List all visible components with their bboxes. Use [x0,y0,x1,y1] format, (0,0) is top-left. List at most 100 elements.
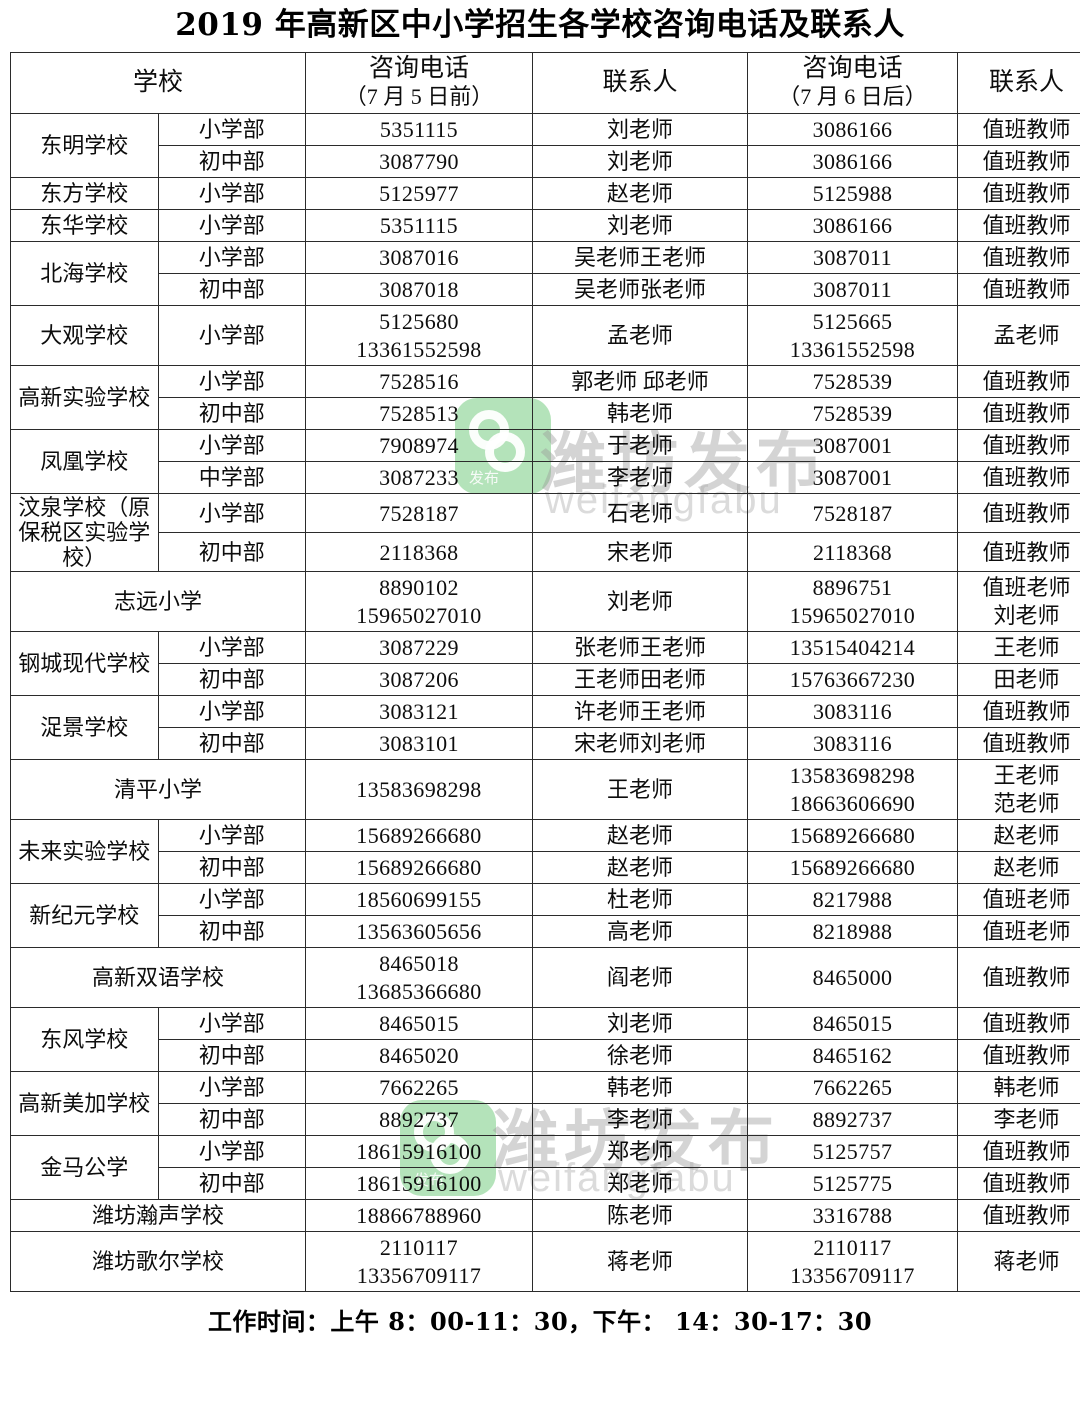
phone-before-cell: 8890102 15965027010 [305,571,533,632]
school-section-cell: 小学部 [157,493,306,533]
col-header-phone-after-sub: （7 月 6 日后） [778,84,927,109]
phone-before-cell: 3087018 [305,273,533,306]
school-name-cell: 未来实验学校 [10,819,159,884]
phone-after-cell: 3086166 [747,209,958,242]
contact-after-cell: 值班教师 [957,1199,1080,1232]
contact-after-cell: 值班教师 [957,113,1080,146]
table-row: 初中部 13563605656 高老师 8218988 值班老师 [11,915,1080,948]
school-section-cell: 初中部 [157,851,306,884]
phone-after-cell: 8896751 15965027010 [747,571,958,632]
contact-before-cell: 于老师 [532,429,748,462]
contact-after-cell: 赵老师 [957,819,1080,852]
school-name-cell: 高新双语学校 [10,947,306,1008]
school-section-cell: 初中部 [157,1039,306,1072]
cell-line: 15965027010 [789,602,916,628]
phone-before-cell: 7528513 [305,397,533,430]
phone-after-cell: 8218988 [747,915,958,948]
phone-after-cell: 15763667230 [747,663,958,696]
cell-line: 13356709117 [790,1262,915,1288]
school-name-cell: 东华学校 [10,209,159,242]
school-section-cell: 小学部 [157,305,306,366]
phone-before-cell: 7528187 [305,493,533,533]
contact-before-cell: 李老师 [532,461,748,494]
phone-before-cell: 5125680 13361552598 [305,305,533,366]
table-row: 初中部 7528513 韩老师 7528539 值班教师 [11,397,1080,430]
table-row: 浞景学校 小学部 3083121 许老师王老师 3083116 值班教师 [10,695,1080,760]
contact-before-cell: 郭老师 邱老师 [532,365,748,398]
school-section-cell: 小学部 [157,429,306,462]
table-row: 汶泉学校（原保税区实验学校） 小学部 7528187 石老师 7528187 值班教师 [10,493,1080,572]
phone-before-cell: 2110117 13356709117 [305,1231,533,1292]
phone-before-cell: 15689266680 [305,819,533,852]
table-row: 初中部 3087790 刘老师 3086166 值班教师 [11,145,1080,178]
contact-after-cell: 值班教师 [957,947,1080,1008]
phone-after-cell: 13515404214 [747,631,958,664]
school-section-cell: 初中部 [157,915,306,948]
phone-before-cell: 2118368 [305,532,533,572]
phone-after-cell: 3087011 [747,241,958,274]
table-row: 高新双语学校 8465018 13685366680 阎老师 8465000 值班教师 [10,947,1080,1008]
school-name-cell: 大观学校 [10,305,159,366]
phone-before-cell: 7528516 [305,365,533,398]
contact-after-cell: 值班教师 [957,493,1080,533]
col-header-phone-after: 咨询电话 （7 月 6 日后） [747,52,958,114]
contact-after-cell: 值班教师 [957,273,1080,306]
school-name-cell: 高新美加学校 [10,1071,159,1136]
cell-line: 18663606690 [789,790,916,816]
table-row: 初中部 3083101 宋老师刘老师 3083116 值班教师 [11,727,1080,760]
schools-contact-table: 学校 咨询电话 （7 月 5 日前） 联系人 咨询电话 （7 月 6 日后） 联… [10,52,1080,1292]
contact-after-cell: 值班教师 [957,1007,1080,1040]
contact-after-cell: 值班教师 [957,241,1080,274]
contact-after-cell: 值班教师 [957,1039,1080,1072]
table-row: 志远小学 8890102 15965027010 刘老师 8896751 15965027… [10,571,1080,632]
cell-line: 15965027010 [356,602,482,628]
phone-before-cell: 7908974 [305,429,533,462]
contact-after-cell: 值班教师 [957,1135,1080,1168]
phone-before-cell: 8892737 [305,1103,533,1136]
contact-before-cell: 石老师 [532,493,748,533]
contact-after-cell: 值班教师 [957,727,1080,760]
school-name-cell: 清平小学 [10,759,306,820]
contact-after-cell: 值班教师 [957,209,1080,242]
table-row: 初中部 2118368 宋老师 2118368 值班教师 [11,532,1080,572]
contact-after-cell: 蒋老师 [957,1231,1080,1292]
contact-before-cell: 郑老师 [532,1167,748,1200]
phone-after-cell: 8217988 [747,883,958,916]
school-name-cell: 东方学校 [10,177,159,210]
school-name-cell: 东明学校 [10,113,159,178]
table-row: 东华学校 小学部 5351115 刘老师 3086166 值班教师 [10,209,1080,242]
contact-after-cell: 值班教师 [957,1167,1080,1200]
phone-after-cell: 2110117 13356709117 [747,1231,958,1292]
contact-before-cell: 李老师 [532,1103,748,1136]
page-title: 2019 年高新区中小学招生各学校咨询电话及联系人 [175,7,905,43]
phone-after-cell: 15689266680 [747,851,958,884]
phone-before-cell: 18560699155 [305,883,533,916]
school-section-cell: 小学部 [157,1007,306,1040]
school-name-cell: 浞景学校 [10,695,159,760]
cell-line: 13356709117 [356,1262,482,1288]
contact-before-cell: 宋老师 [532,532,748,572]
cell-line: 2110117 [379,1234,459,1260]
table-row: 高新实验学校 小学部 7528516 郭老师 邱老师 7528539 值班教师 [10,365,1080,430]
phone-after-cell: 15689266680 [747,819,958,852]
school-section-cell: 初中部 [157,1103,306,1136]
contact-before-cell: 杜老师 [532,883,748,916]
school-section-cell: 小学部 [157,209,306,242]
contact-after-cell: 韩老师 [957,1071,1080,1104]
col-header-phone-after-main: 咨询电话 [802,55,903,82]
school-section-cell: 小学部 [157,241,306,274]
col-header-contact-after: 联系人 [957,52,1080,114]
contact-before-cell: 赵老师 [532,851,748,884]
school-section-cell: 小学部 [157,365,306,398]
contact-before-cell: 刘老师 [532,209,748,242]
phone-after-cell: 3086166 [747,145,958,178]
table-row: 东风学校 小学部 8465015 刘老师 8465015 值班教师 [10,1007,1080,1072]
phone-after-cell: 13583698298 18663606690 [747,759,958,820]
phone-before-cell: 5351115 [305,209,533,242]
contact-after-cell: 赵老师 [957,851,1080,884]
school-section-cell: 小学部 [157,113,306,146]
school-section-cell: 小学部 [157,883,306,916]
phone-before-cell: 13563605656 [305,915,533,948]
contact-before-cell: 吴老师王老师 [532,241,748,274]
col-header-school: 学校 [10,52,306,114]
